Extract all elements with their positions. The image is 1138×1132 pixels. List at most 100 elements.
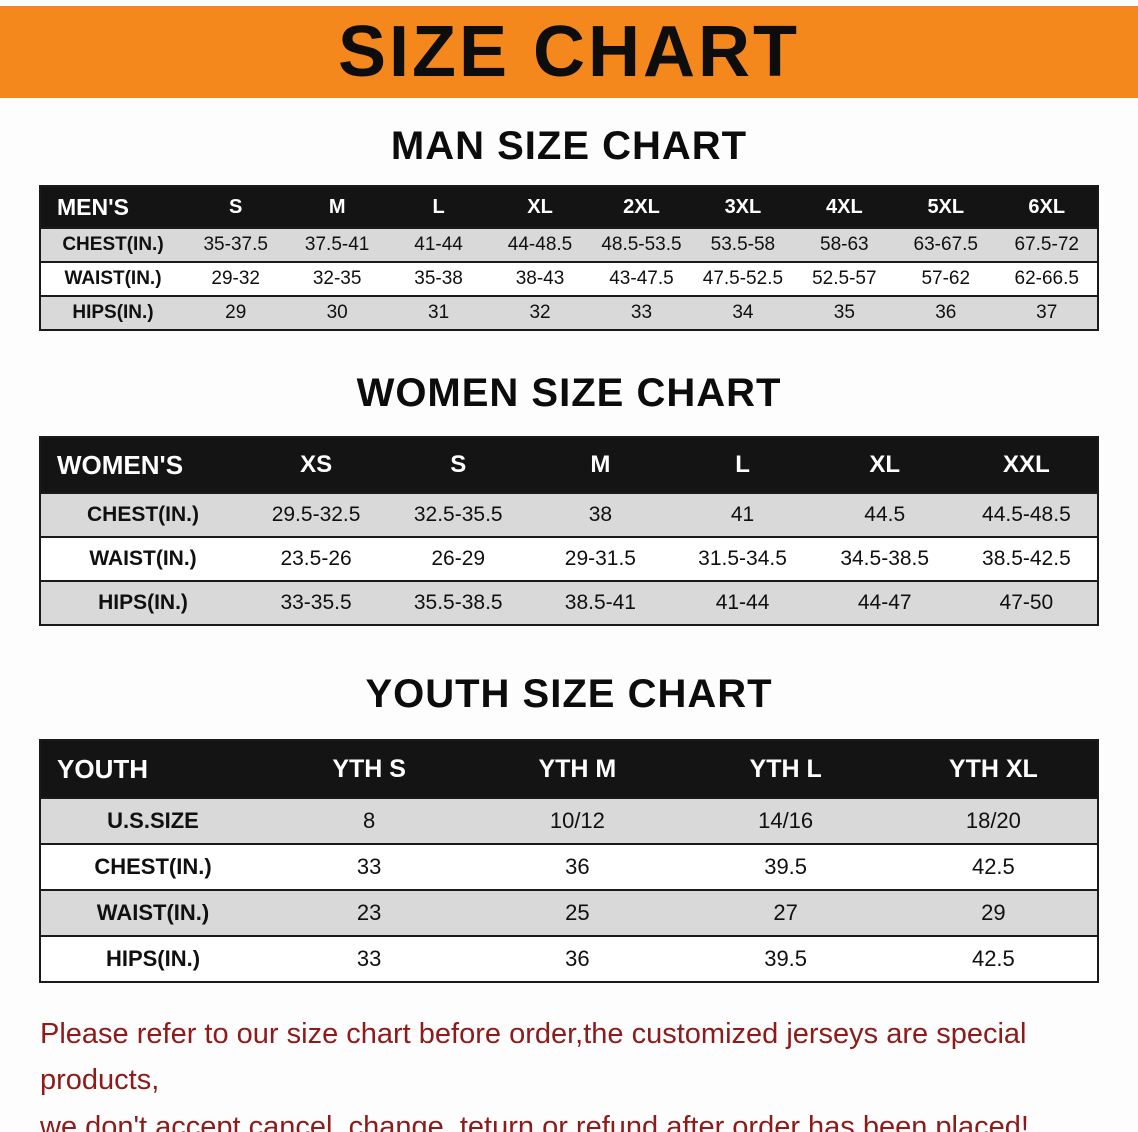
value-cell: 36 bbox=[895, 296, 997, 331]
youth-waist-row: WAIST(IN.) 23 25 27 29 bbox=[40, 890, 1098, 937]
men-header-cell: S bbox=[185, 186, 287, 229]
row-label: CHEST(IN.) bbox=[40, 493, 245, 538]
value-cell: 35-38 bbox=[387, 262, 490, 297]
youth-section-heading: YOUTH SIZE CHART bbox=[365, 672, 773, 716]
men-header-cell: L bbox=[387, 186, 490, 229]
value-cell: 38.5-42.5 bbox=[955, 537, 1098, 582]
value-cell: 44.5-48.5 bbox=[955, 493, 1098, 538]
notice-line-2: we don't accept cancel, change, teturn o… bbox=[40, 1110, 1029, 1132]
women-header-row: WOMEN'S XS S M L XL XXL bbox=[40, 437, 1098, 494]
youth-ussize-row: U.S.SIZE 8 10/12 14/16 18/20 bbox=[40, 798, 1098, 845]
value-cell: 23.5-26 bbox=[245, 537, 388, 582]
value-cell: 31.5-34.5 bbox=[671, 537, 814, 582]
value-cell: 29.5-32.5 bbox=[245, 493, 388, 538]
value-cell: 38 bbox=[529, 493, 672, 538]
men-header-cell: M bbox=[286, 186, 388, 229]
youth-header-row: YOUTH YTH S YTH M YTH L YTH XL bbox=[40, 740, 1098, 799]
value-cell: 42.5 bbox=[889, 844, 1098, 891]
value-cell: 26-29 bbox=[387, 537, 530, 582]
men-section: MAN SIZE CHART MEN'S S M L XL 2XL 3XL 4X… bbox=[0, 124, 1138, 331]
women-section-heading: WOMEN SIZE CHART bbox=[356, 371, 782, 415]
value-cell: 47.5-52.5 bbox=[692, 262, 794, 297]
value-cell: 53.5-58 bbox=[692, 228, 794, 263]
value-cell: 44-48.5 bbox=[489, 228, 591, 263]
value-cell: 35-37.5 bbox=[185, 228, 287, 263]
value-cell: 27 bbox=[681, 890, 890, 937]
men-hips-row: HIPS(IN.) 29 30 31 32 33 34 35 36 37 bbox=[40, 296, 1098, 331]
value-cell: 10/12 bbox=[473, 798, 682, 845]
row-label: HIPS(IN.) bbox=[40, 936, 265, 983]
women-size-table: WOMEN'S XS S M L XL XXL CHEST(IN.) 29.5-… bbox=[39, 436, 1099, 626]
men-header-row: MEN'S S M L XL 2XL 3XL 4XL 5XL 6XL bbox=[40, 186, 1098, 229]
youth-header-cell: YTH M bbox=[473, 740, 682, 799]
size-chart-banner: SIZE CHART bbox=[0, 6, 1138, 98]
men-size-table: MEN'S S M L XL 2XL 3XL 4XL 5XL 6XL CHEST… bbox=[39, 185, 1099, 331]
women-section: WOMEN SIZE CHART WOMEN'S XS S M L XL XXL… bbox=[0, 371, 1138, 626]
value-cell: 31 bbox=[387, 296, 490, 331]
value-cell: 29-32 bbox=[185, 262, 287, 297]
women-header-cell: XXL bbox=[955, 437, 1098, 494]
value-cell: 35.5-38.5 bbox=[387, 581, 530, 626]
youth-header-cell: YTH L bbox=[681, 740, 890, 799]
value-cell: 41-44 bbox=[387, 228, 490, 263]
youth-header-label: YOUTH bbox=[40, 740, 265, 799]
row-label: WAIST(IN.) bbox=[40, 262, 185, 297]
value-cell: 29-31.5 bbox=[529, 537, 672, 582]
value-cell: 38.5-41 bbox=[529, 581, 672, 626]
value-cell: 62-66.5 bbox=[996, 262, 1098, 297]
value-cell: 37 bbox=[996, 296, 1098, 331]
youth-chest-row: CHEST(IN.) 33 36 39.5 42.5 bbox=[40, 844, 1098, 891]
value-cell: 39.5 bbox=[681, 936, 890, 983]
men-header-cell: 5XL bbox=[895, 186, 997, 229]
value-cell: 32 bbox=[489, 296, 591, 331]
value-cell: 32.5-35.5 bbox=[387, 493, 530, 538]
value-cell: 47-50 bbox=[955, 581, 1098, 626]
value-cell: 52.5-57 bbox=[793, 262, 896, 297]
men-section-heading: MAN SIZE CHART bbox=[390, 124, 748, 168]
order-notice: Please refer to our size chart before or… bbox=[40, 1011, 1098, 1132]
men-header-cell: XL bbox=[489, 186, 591, 229]
row-label: CHEST(IN.) bbox=[40, 228, 185, 263]
value-cell: 33 bbox=[265, 936, 474, 983]
youth-hips-row: HIPS(IN.) 33 36 39.5 42.5 bbox=[40, 936, 1098, 983]
value-cell: 58-63 bbox=[793, 228, 896, 263]
men-header-label: MEN'S bbox=[40, 186, 185, 229]
value-cell: 25 bbox=[473, 890, 682, 937]
value-cell: 18/20 bbox=[889, 798, 1098, 845]
youth-header-cell: YTH XL bbox=[889, 740, 1098, 799]
value-cell: 34 bbox=[692, 296, 794, 331]
value-cell: 34.5-38.5 bbox=[813, 537, 956, 582]
men-chest-row: CHEST(IN.) 35-37.5 37.5-41 41-44 44-48.5… bbox=[40, 228, 1098, 263]
women-hips-row: HIPS(IN.) 33-35.5 35.5-38.5 38.5-41 41-4… bbox=[40, 581, 1098, 626]
men-header-cell: 4XL bbox=[793, 186, 896, 229]
value-cell: 38-43 bbox=[489, 262, 591, 297]
youth-section: YOUTH SIZE CHART YOUTH YTH S YTH M YTH L… bbox=[0, 672, 1138, 983]
value-cell: 29 bbox=[889, 890, 1098, 937]
value-cell: 39.5 bbox=[681, 844, 890, 891]
value-cell: 48.5-53.5 bbox=[590, 228, 693, 263]
row-label: WAIST(IN.) bbox=[40, 890, 265, 937]
value-cell: 29 bbox=[185, 296, 287, 331]
row-label: U.S.SIZE bbox=[40, 798, 265, 845]
youth-header-cell: YTH S bbox=[265, 740, 474, 799]
row-label: HIPS(IN.) bbox=[40, 296, 185, 331]
women-header-cell: XL bbox=[813, 437, 956, 494]
value-cell: 41 bbox=[671, 493, 814, 538]
value-cell: 30 bbox=[286, 296, 388, 331]
value-cell: 37.5-41 bbox=[286, 228, 388, 263]
value-cell: 14/16 bbox=[681, 798, 890, 845]
men-header-cell: 6XL bbox=[996, 186, 1098, 229]
women-header-cell: L bbox=[671, 437, 814, 494]
page-title: SIZE CHART bbox=[338, 12, 800, 92]
value-cell: 8 bbox=[265, 798, 474, 845]
value-cell: 41-44 bbox=[671, 581, 814, 626]
notice-line-1: Please refer to our size chart before or… bbox=[40, 1018, 1027, 1097]
row-label: CHEST(IN.) bbox=[40, 844, 265, 891]
women-waist-row: WAIST(IN.) 23.5-26 26-29 29-31.5 31.5-34… bbox=[40, 537, 1098, 582]
value-cell: 43-47.5 bbox=[590, 262, 693, 297]
value-cell: 67.5-72 bbox=[996, 228, 1098, 263]
value-cell: 33-35.5 bbox=[245, 581, 388, 626]
value-cell: 44-47 bbox=[813, 581, 956, 626]
value-cell: 36 bbox=[473, 844, 682, 891]
row-label: WAIST(IN.) bbox=[40, 537, 245, 582]
